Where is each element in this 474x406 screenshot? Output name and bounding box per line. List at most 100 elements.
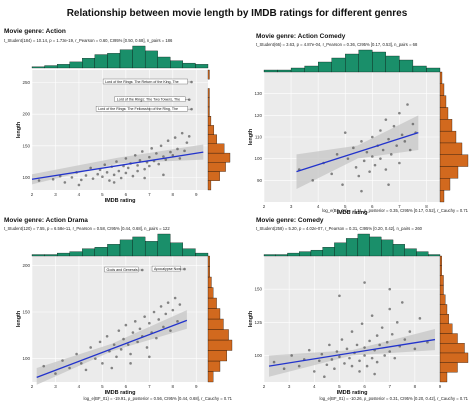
histogram-bar-top [170,242,184,257]
data-point [297,364,301,368]
panel-footer-stats: log_e(BF_01) = -4.11, ρ_posterior = 0.35… [322,208,468,213]
data-point [155,152,158,155]
y-axis-label: length [16,310,22,327]
data-point [358,359,361,363]
histogram-bar-top [44,65,58,69]
data-point [84,368,88,372]
data-point [96,172,100,176]
data-point [185,141,189,144]
data-point [370,314,374,317]
data-point [173,296,177,300]
data-point [61,359,64,362]
x-tick-label: 5 [344,204,347,209]
histogram-bar-top [381,239,394,257]
data-point [335,350,339,353]
data-point [362,159,366,163]
data-point [312,370,316,373]
data-point [398,161,401,165]
x-tick-label: 9 [195,384,198,389]
data-point [365,150,369,154]
x-tick-label: 4 [78,384,81,389]
data-point [418,317,422,320]
histogram-bar-right [207,329,229,341]
data-point [371,135,374,139]
data-point [129,352,132,356]
y-tick-label: 100 [254,156,262,161]
histogram-bar-right [439,314,449,324]
data-point [126,166,130,170]
y-tick-label: 250 [22,80,30,85]
data-point [143,167,146,171]
histogram-bar-top [299,251,312,257]
histogram-bar-right [207,297,217,309]
data-point [169,150,172,154]
data-point [171,308,175,312]
histogram-bar-top [195,252,209,257]
regression-line [296,132,419,173]
panel-footer-stats: log_e(BF_01) = -19.91, ρ_posterior = 0.5… [83,396,232,401]
x-tick-label: 8 [425,204,428,209]
data-point [131,331,135,334]
y-axis-label: length [248,310,254,327]
data-point [403,140,407,143]
histogram-bar-right [207,97,210,108]
histogram-bar-right [439,294,446,305]
data-point [173,136,177,139]
data-point [136,164,139,167]
histogram-bar-right [439,178,451,191]
histogram-bar-top [277,69,292,73]
data-point [383,354,386,357]
data-point [368,170,371,173]
histogram-bar-right [207,134,217,144]
data-point [140,150,144,153]
regression-line [268,338,436,367]
data-point [385,340,389,344]
y-tick-label: 125 [254,320,262,325]
histogram-bar-right [207,171,220,181]
data-point [343,131,347,134]
histogram-bar-right [439,119,453,132]
data-point [112,181,116,184]
x-tick-label: 2 [263,204,266,209]
histogram-bar-right [207,371,214,383]
data-point [162,173,165,177]
x-tick-label: 2 [263,384,266,389]
data-point [373,163,377,167]
data-point [124,323,128,327]
data-point [388,350,392,353]
y-tick-label: 150 [22,143,30,148]
data-point [122,337,125,341]
histogram-bar-right [439,130,457,144]
histogram-bar-right [207,255,210,267]
panel-stats: t_Student(120) = 7.55, p = 6.58e-11, r_P… [4,226,170,231]
histogram-bar-top [345,238,359,257]
data-point [152,310,156,314]
data-point [368,339,371,343]
histogram-bar-top [412,65,427,73]
histogram-bar-top [132,236,146,257]
data-point [51,177,55,181]
data-point [133,153,137,157]
histogram-bar-top [56,64,70,69]
histogram-bar-top [287,252,300,257]
histogram-bar-top [357,233,370,257]
histogram-bar-top [107,244,121,257]
annotation-label: Lord of the Rings: The Return of the Kin… [105,80,179,84]
data-point [318,359,321,363]
x-tick-label: 7 [148,384,151,389]
x-tick-label: 2 [31,192,34,197]
data-point [373,372,376,376]
annotation-box [104,266,139,273]
data-point [363,346,366,349]
data-point [148,155,151,159]
histogram-bar-right [439,372,448,383]
data-point [136,340,139,344]
data-point [108,179,111,182]
panel-stats: t_Student(184) = 10.14, p = 1.73e-19, r_… [4,38,173,43]
data-point [119,176,123,180]
data-point [183,149,186,153]
x-tick-label: 7 [388,384,391,389]
regression-line [36,319,188,378]
x-tick-label: 7 [398,204,401,209]
data-point [357,174,361,178]
